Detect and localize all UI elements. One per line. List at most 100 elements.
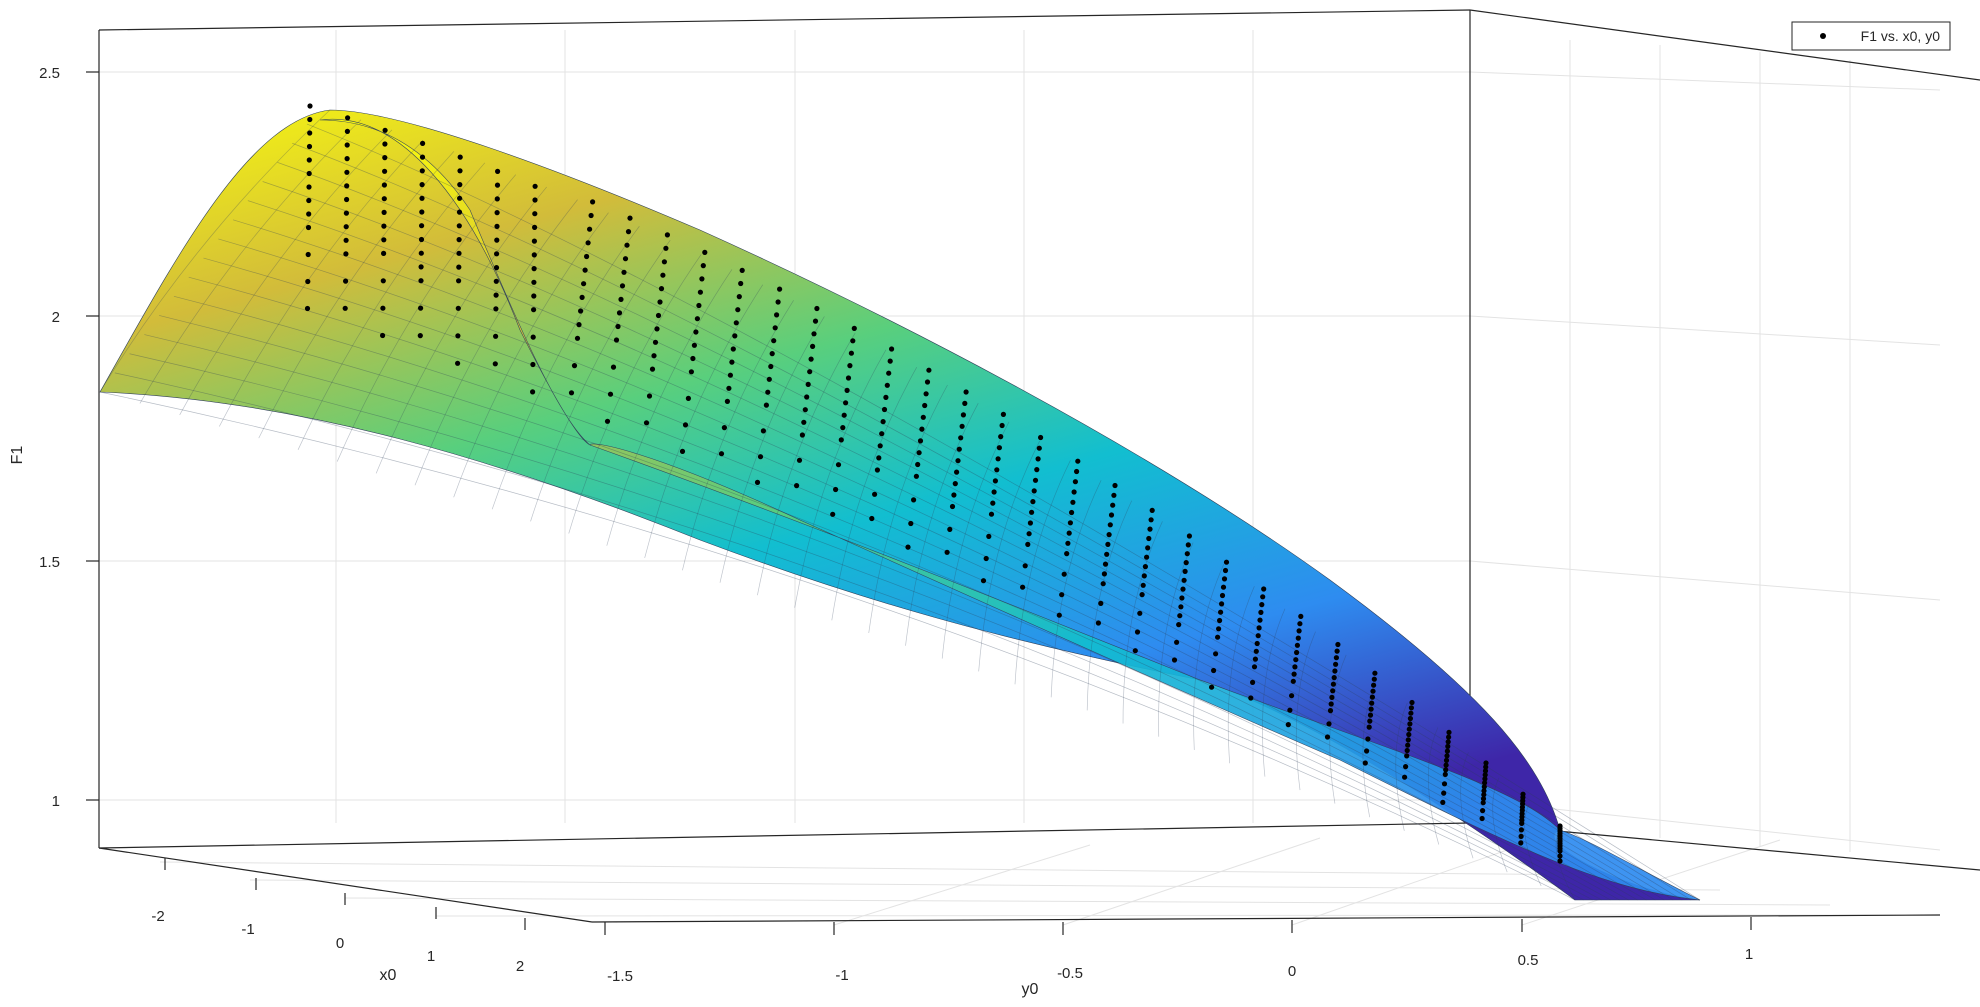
scatter-point xyxy=(1326,721,1332,727)
scatter-point xyxy=(1064,551,1070,557)
scatter-point xyxy=(532,211,538,217)
scatter-point xyxy=(1519,820,1525,827)
scatter-point xyxy=(877,443,883,449)
scatter-point xyxy=(998,434,1004,440)
scatter-point xyxy=(456,223,462,229)
scatter-point xyxy=(995,456,1001,462)
scatter-point xyxy=(1145,545,1151,551)
scatter-point xyxy=(619,283,626,289)
scatter-point xyxy=(306,143,313,150)
scatter-point xyxy=(1219,592,1226,599)
y-axis: -1.5 -1 -0.5 0 0.5 1 y0 xyxy=(604,917,1753,998)
scatter-point xyxy=(881,406,888,413)
scatter-point xyxy=(1330,681,1336,687)
scatter-point xyxy=(418,250,424,256)
scatter-point xyxy=(1025,541,1031,548)
mesh-line xyxy=(114,372,1585,901)
scatter-point xyxy=(494,196,500,202)
scatter-point xyxy=(664,232,671,238)
scatter-point xyxy=(874,467,881,473)
mesh-line xyxy=(606,269,733,546)
scatter-point xyxy=(419,182,425,188)
scatter-point xyxy=(531,293,537,299)
scatter-point xyxy=(660,272,666,278)
scatter-point xyxy=(1407,721,1413,727)
scatter-point xyxy=(814,305,820,312)
scatter-point xyxy=(1106,532,1112,538)
scatter-point xyxy=(1110,502,1116,508)
scatter-point xyxy=(1112,482,1118,489)
scatter-point xyxy=(627,215,633,221)
scatter-point xyxy=(926,367,932,373)
scatter-point xyxy=(1369,694,1375,700)
scatter-point xyxy=(1142,564,1148,570)
scatter-point xyxy=(1289,693,1295,699)
scatter-point xyxy=(777,286,783,292)
mesh-line xyxy=(1492,777,1508,873)
scatter-point xyxy=(1405,742,1411,748)
scatter-point xyxy=(880,419,886,425)
scatter-point xyxy=(344,169,350,175)
mesh-line xyxy=(1050,480,1102,698)
scatter-point xyxy=(802,407,808,413)
scatter-point xyxy=(768,363,774,370)
scatter-point xyxy=(1444,748,1450,754)
scatter-point xyxy=(621,269,627,275)
scatter-point xyxy=(1180,586,1186,592)
scatter-point xyxy=(306,211,312,217)
scatter-point xyxy=(419,209,425,215)
scatter-point xyxy=(983,555,989,562)
scatter-point xyxy=(1441,790,1447,796)
scatter-point xyxy=(1408,710,1414,716)
scatter-point xyxy=(718,451,725,457)
scatter-point xyxy=(1030,499,1036,505)
scatter-point xyxy=(307,130,313,136)
scatter-point xyxy=(610,364,617,370)
scatter-point xyxy=(530,361,536,368)
scatter-point xyxy=(1176,622,1182,628)
scatter-point xyxy=(958,435,964,441)
scatter-point xyxy=(775,299,781,305)
scatter-point xyxy=(654,326,660,332)
scatter-point xyxy=(1075,458,1081,464)
scatter-point xyxy=(1038,434,1044,441)
mesh-line xyxy=(203,257,1638,901)
scatter-point xyxy=(757,454,764,460)
mesh-line xyxy=(831,367,918,621)
scatter-point xyxy=(1102,561,1109,567)
scatter-point xyxy=(345,115,351,121)
scatter-point xyxy=(344,156,350,162)
scatter-point xyxy=(915,461,921,468)
mesh-line xyxy=(99,391,1576,901)
scatter-point xyxy=(531,307,537,313)
scatter-point xyxy=(812,318,819,324)
scatter-point xyxy=(625,229,632,235)
scatter-point xyxy=(663,245,669,251)
scatter-point xyxy=(917,438,924,444)
scatter-point xyxy=(951,492,957,498)
scatter-point xyxy=(850,338,856,344)
scatter-point xyxy=(1072,479,1078,485)
mesh-line xyxy=(644,284,764,559)
scatter-point xyxy=(1252,656,1258,662)
scatter-point xyxy=(1409,699,1415,706)
scatter-point xyxy=(624,242,630,248)
scatter-point xyxy=(1295,635,1301,641)
scatter-point xyxy=(1000,411,1007,417)
scatter-point xyxy=(1482,772,1488,778)
z-axis-label: F1 xyxy=(9,446,26,465)
scatter-point xyxy=(457,168,463,174)
scatter-point xyxy=(1290,678,1296,684)
scatter-point xyxy=(1443,767,1449,773)
mesh-line xyxy=(1227,586,1255,764)
scatter-point xyxy=(456,278,462,284)
scatter-point xyxy=(646,393,653,399)
scatter-point xyxy=(843,400,849,406)
scatter-point xyxy=(889,346,895,352)
scatter-point xyxy=(532,183,538,189)
scatter-point xyxy=(1061,571,1067,577)
scatter-point xyxy=(1369,700,1375,706)
scatter-point xyxy=(1177,613,1183,619)
mesh-line xyxy=(1193,564,1225,750)
legend[interactable]: F1 vs. x0, y0 xyxy=(1791,21,1951,51)
